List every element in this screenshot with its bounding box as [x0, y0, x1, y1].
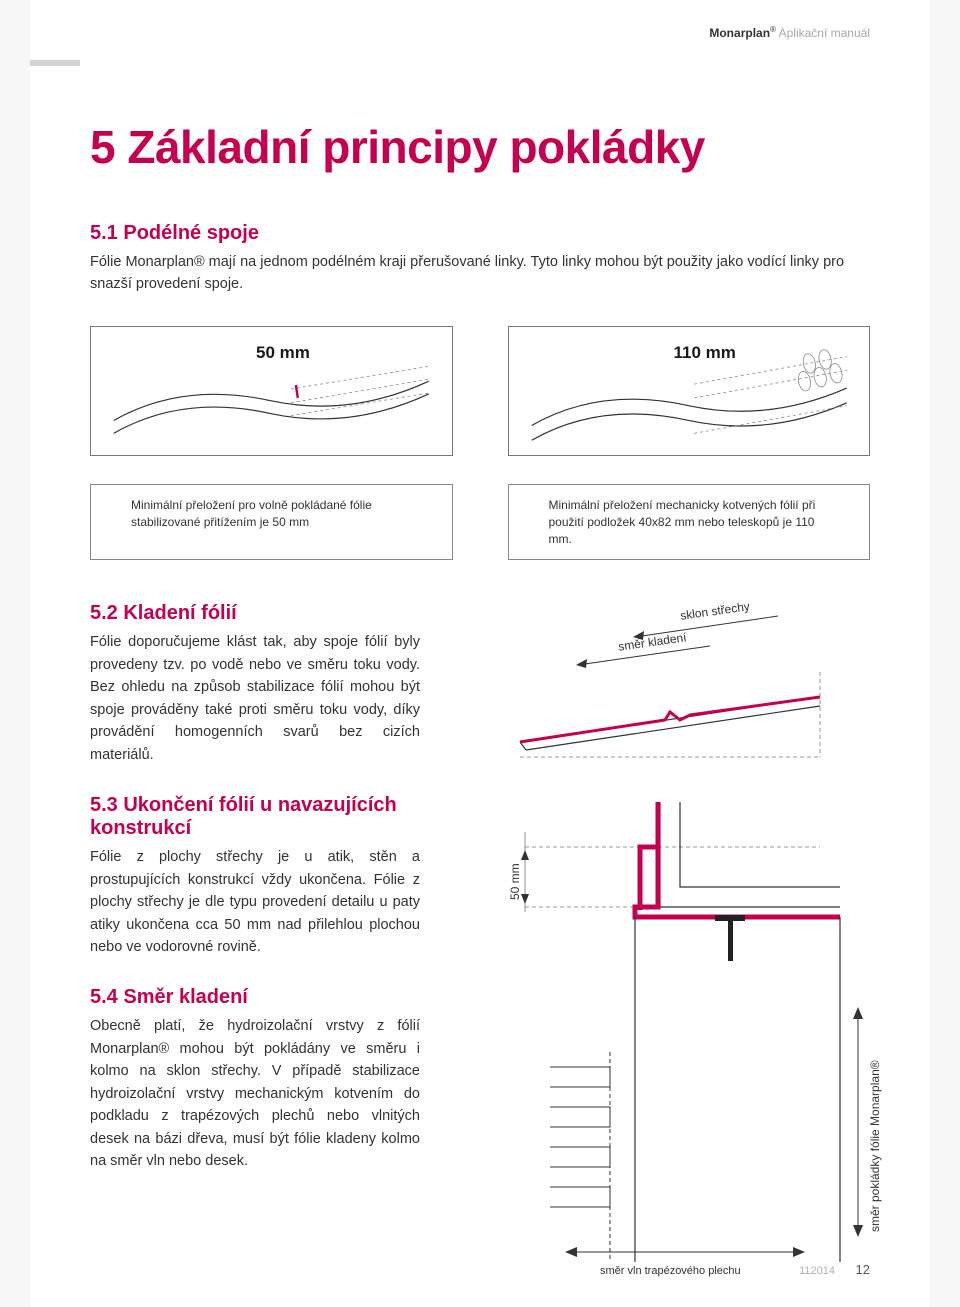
- page-title: 5 Základní principy pokládky: [90, 120, 870, 174]
- dim-110mm: 110 mm: [674, 343, 736, 363]
- lower-columns: 5.2 Kladení fólií Fólie doporučujeme klá…: [90, 602, 870, 1282]
- reg-mark: ®: [770, 25, 776, 34]
- overlap-diagram-row: 50 mm 110 mm: [90, 326, 870, 456]
- brand-name: Monarplan: [709, 26, 770, 40]
- corner-diagram: 50 mm směr vln trapézového plechu směr p…: [470, 802, 870, 1282]
- label-smer-vln: směr vln trapézového plechu: [600, 1265, 741, 1277]
- page: Monarplan® Aplikační manuál 5 Základní p…: [30, 0, 930, 1307]
- caption-right: Minimální přeložení mechanicky kotvených…: [508, 484, 871, 560]
- section-5-2-text: Fólie doporučujeme klást tak, aby spoje …: [90, 631, 420, 766]
- slope-diagram: sklon střechy směr kladení: [470, 602, 870, 772]
- footer-date: 112014: [799, 1265, 835, 1277]
- left-column: 5.2 Kladení fólií Fólie doporučujeme klá…: [90, 602, 420, 1282]
- right-column: sklon střechy směr kladení: [470, 602, 870, 1282]
- document-header: Monarplan® Aplikační manuál: [709, 25, 870, 40]
- overlap-diagram-50mm: 50 mm: [90, 326, 453, 456]
- section-5-1-heading: 5.1 Podélné spoje: [90, 222, 870, 245]
- section-5-4-heading: 5.4 Směr kladení: [90, 986, 420, 1009]
- dim-50mm-vertical: 50 mm: [508, 864, 522, 901]
- overlap-diagram-110mm: 110 mm: [508, 326, 871, 456]
- section-5-4-text: Obecně platí, že hydroizolační vrstvy z …: [90, 1015, 420, 1172]
- top-grey-bar: [30, 60, 80, 66]
- caption-row: Minimální přeložení pro volně pokládané …: [90, 484, 870, 560]
- section-5-2-heading: 5.2 Kladení fólií: [90, 602, 420, 625]
- caption-left: Minimální přeložení pro volně pokládané …: [90, 484, 453, 560]
- section-5-3-text: Fólie z plochy střechy je u atik, stěn a…: [90, 846, 420, 958]
- dim-50mm: 50 mm: [256, 343, 310, 363]
- footer-page-number: 12: [856, 1262, 870, 1277]
- section-5-3-heading: 5.3 Ukončení fólií u navazujících konstr…: [90, 794, 420, 840]
- section-5-1-text: Fólie Monarplan® mají na jednom podélném…: [90, 251, 870, 296]
- doc-subtitle: Aplikační manuál: [779, 26, 870, 40]
- label-smer-pokladky: směr pokládky fólie Monarplan®: [868, 1061, 882, 1233]
